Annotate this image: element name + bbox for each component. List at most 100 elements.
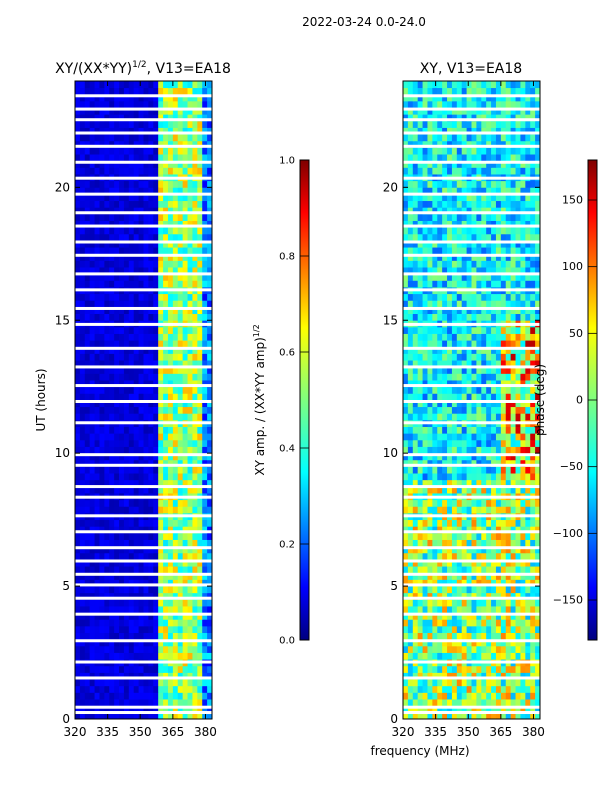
heatmap-cell [143, 499, 149, 507]
heatmap-cell [177, 406, 184, 414]
heatmap-cell [158, 519, 164, 527]
heatmap-cell [427, 207, 433, 215]
heatmap-cell [207, 147, 213, 155]
heatmap-cell [417, 406, 423, 414]
heatmap-cell [471, 552, 477, 560]
heatmap-cell [451, 672, 458, 680]
heatmap-cell [79, 705, 86, 713]
heatmap-cell [89, 180, 95, 188]
heatmap-cell [99, 632, 105, 640]
heatmap-cell [163, 546, 169, 554]
heatmap-cell [466, 366, 472, 374]
heatmap-cell [525, 559, 531, 567]
heatmap-cell [148, 519, 154, 527]
heatmap-cell [481, 213, 487, 221]
heatmap-cell [167, 665, 174, 673]
heatmap-cell [109, 227, 115, 235]
heatmap-cell [99, 433, 105, 441]
heatmap-cell [456, 380, 463, 388]
data-gap-line [75, 530, 212, 534]
heatmap-cell [207, 300, 213, 308]
heatmap-cell [486, 625, 492, 634]
heatmap-cell [89, 466, 95, 474]
heatmap-cell [94, 625, 100, 634]
heatmap-cell [530, 546, 536, 554]
heatmap-cell [167, 479, 174, 487]
heatmap-cell [109, 413, 115, 421]
heatmap-cell [177, 140, 184, 148]
heatmap-cell [99, 213, 105, 221]
heatmap-cell [202, 466, 208, 474]
heatmap-cell [447, 213, 453, 221]
heatmap-cell [520, 380, 526, 388]
heatmap-cell [143, 685, 149, 693]
heatmap-cell [75, 532, 81, 540]
heatmap-cell [481, 247, 487, 255]
heatmap-cell [163, 526, 169, 534]
heatmap-cell [163, 240, 169, 248]
heatmap-cell [422, 506, 428, 514]
heatmap-cell [515, 552, 521, 560]
heatmap-cell [114, 519, 120, 527]
heatmap-cell [486, 532, 492, 540]
heatmap-cell [476, 459, 482, 467]
heatmap-cell [148, 386, 154, 394]
heatmap-cell [187, 273, 193, 281]
heatmap-cell [486, 207, 492, 215]
heatmap-cell [437, 326, 443, 334]
heatmap-cell [84, 134, 91, 142]
heatmap-cell [505, 373, 512, 381]
heatmap-cell [535, 293, 541, 301]
heatmap-cell [471, 200, 477, 208]
heatmap-cell [84, 632, 91, 640]
heatmap-cell [153, 612, 159, 620]
heatmap-cell [491, 665, 497, 673]
heatmap-cell [476, 466, 482, 474]
heatmap-cell [148, 180, 154, 188]
heatmap-cell [177, 94, 184, 102]
heatmap-cell [109, 453, 115, 461]
heatmap-cell [476, 552, 482, 560]
heatmap-cell [505, 625, 512, 634]
heatmap-cell [432, 672, 438, 680]
heatmap-cell [422, 413, 428, 421]
heatmap-cell [407, 193, 414, 202]
heatmap-cell [94, 293, 100, 301]
heatmap-cell [520, 207, 526, 215]
heatmap-cell [442, 260, 448, 268]
heatmap-cell [143, 114, 149, 122]
heatmap-cell [153, 140, 159, 148]
heatmap-cell [79, 393, 86, 401]
heatmap-cell [461, 519, 467, 527]
heatmap-cell [177, 479, 184, 487]
heatmap-cell [207, 140, 213, 148]
heatmap-cell [456, 333, 463, 341]
heatmap-cell [520, 692, 526, 700]
heatmap-cell [163, 227, 169, 235]
heatmap-cell [495, 579, 502, 587]
heatmap-cell [133, 473, 139, 481]
heatmap-cell [481, 293, 487, 301]
heatmap-cell [182, 632, 188, 640]
heatmap-cell [84, 426, 91, 434]
heatmap-cell [143, 645, 149, 653]
heatmap-cell [94, 685, 100, 693]
heatmap-cell [158, 439, 164, 447]
heatmap-cell [407, 433, 414, 441]
heatmap-cell [466, 579, 472, 587]
heatmap-cell [158, 639, 164, 647]
heatmap-cell [403, 200, 409, 208]
heatmap-cell [447, 625, 453, 634]
heatmap-cell [437, 705, 443, 713]
heatmap-cell [207, 699, 213, 707]
heatmap-cell [495, 473, 502, 481]
heatmap-cell [133, 459, 139, 467]
heatmap-cell [456, 665, 463, 673]
heatmap-cell [94, 280, 100, 288]
heatmap-cell [466, 300, 472, 308]
heatmap-cell [177, 466, 184, 474]
heatmap-cell [89, 639, 95, 647]
heatmap-cell [192, 599, 198, 607]
heatmap-cell [456, 632, 463, 640]
heatmap-cell [510, 280, 516, 288]
